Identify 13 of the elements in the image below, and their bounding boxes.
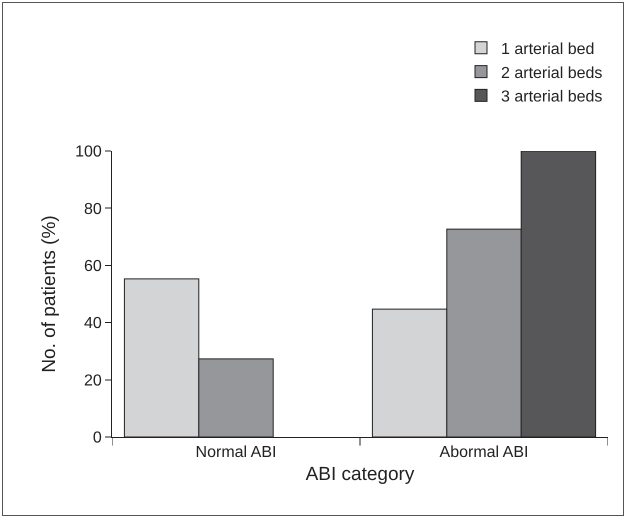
y-tick-label: 20 [84,372,102,390]
x-tick-label: Abormal ABI [440,444,528,462]
y-tick-label: 0 [92,430,102,447]
y-tick-label: 100 [75,144,102,161]
legend-label: 1 arterial bed [501,41,594,58]
legend-label: 2 arterial beds [501,64,602,82]
y-tick-label: 60 [84,258,102,275]
x-tick-label: Normal ABI [196,444,276,462]
y-tick-label: 40 [84,315,102,332]
y-tick-label: 80 [84,200,102,218]
y-axis-title: No. of patients (%) [38,215,60,373]
legend-label: 3 arterial beds [501,88,602,106]
x-axis-title: ABI category [306,464,415,485]
